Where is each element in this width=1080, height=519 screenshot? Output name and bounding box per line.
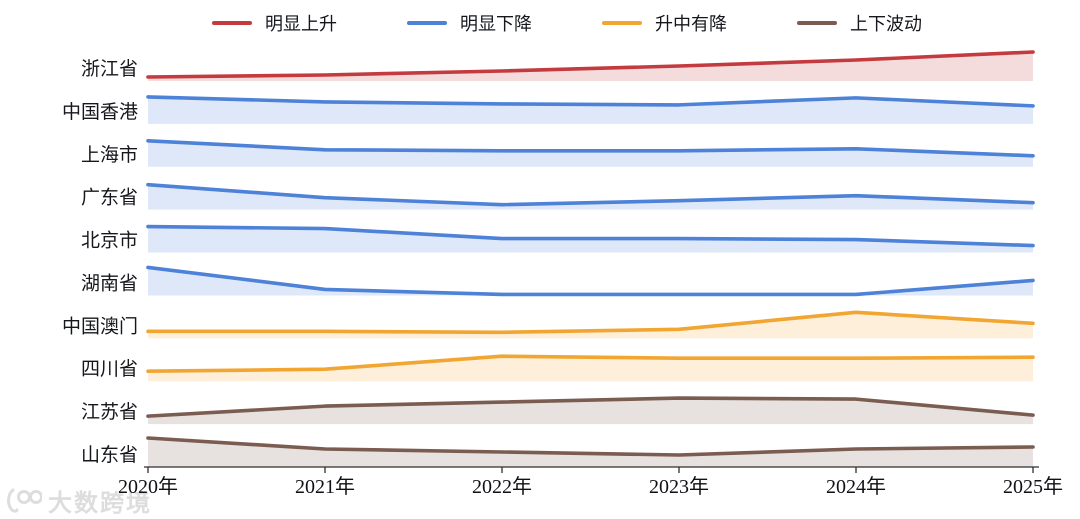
- x-axis-label-2024年: 2024年: [826, 475, 886, 498]
- trend-line-四川省[interactable]: [146, 354, 1035, 374]
- area-fill-山东省: [148, 438, 1033, 467]
- row-label-上海市: 上海市: [81, 144, 138, 166]
- trend-line-湖南省[interactable]: [146, 265, 1035, 297]
- legend-item-label: 明显上升: [265, 14, 337, 34]
- trend-line-浙江省[interactable]: [146, 50, 1035, 79]
- trend-line-广东省[interactable]: [146, 182, 1035, 207]
- x-axis-label-2020年: 2020年: [118, 475, 178, 498]
- row-label-江苏省: 江苏省: [81, 401, 138, 423]
- row-label-四川省: 四川省: [81, 358, 138, 380]
- legend-item-label: 升中有降: [655, 14, 727, 34]
- row-label-湖南省: 湖南省: [81, 272, 138, 294]
- x-axis-label-2023年: 2023年: [649, 475, 709, 498]
- trend-line-中国香港[interactable]: [146, 95, 1035, 108]
- trend-line-中国澳门[interactable]: [146, 310, 1035, 335]
- area-fill-上海市: [148, 140, 1033, 167]
- trend-line-江苏省[interactable]: [146, 396, 1035, 418]
- watermark-logo-icon: [7, 488, 42, 513]
- legend-item-label: 明显下降: [460, 14, 532, 34]
- x-axis-label-2022年: 2022年: [472, 475, 532, 498]
- legend-item-3[interactable]: 上下波动: [797, 10, 922, 36]
- x-axis-label-2021年: 2021年: [295, 475, 355, 498]
- row-label-中国澳门: 中国澳门: [62, 315, 138, 337]
- legend-item-1[interactable]: 明显下降: [407, 10, 532, 36]
- area-fill-湖南省: [148, 267, 1033, 296]
- legend-swatch-icon: [407, 21, 447, 25]
- watermark-text: 大数跨境: [48, 490, 152, 517]
- legend: 明显上升 明显下降 升中有降 上下波动: [0, 10, 1080, 36]
- row-label-浙江省: 浙江省: [81, 58, 138, 80]
- legend-swatch-icon: [212, 21, 252, 25]
- trend-line-山东省[interactable]: [146, 436, 1035, 457]
- legend-swatch-icon: [797, 21, 837, 25]
- area-fill-浙江省: [148, 52, 1033, 81]
- trend-line-北京市[interactable]: [146, 224, 1035, 248]
- area-fill-江苏省: [148, 398, 1033, 425]
- trend-line-上海市[interactable]: [146, 138, 1035, 158]
- row-label-北京市: 北京市: [81, 230, 138, 252]
- area-fill-四川省: [148, 356, 1033, 382]
- row-label-中国香港: 中国香港: [62, 101, 138, 123]
- area-fill-广东省: [148, 184, 1033, 210]
- row-label-广东省: 广东省: [81, 187, 138, 209]
- legend-swatch-icon: [602, 21, 642, 25]
- legend-item-0[interactable]: 明显上升: [212, 10, 337, 36]
- legend-item-label: 上下波动: [850, 14, 922, 34]
- row-label-山东省: 山东省: [81, 444, 138, 466]
- legend-item-2[interactable]: 升中有降: [602, 10, 727, 36]
- x-axis-label-2025年: 2025年: [1003, 475, 1063, 498]
- watermark: 大数跨境: [4, 483, 152, 518]
